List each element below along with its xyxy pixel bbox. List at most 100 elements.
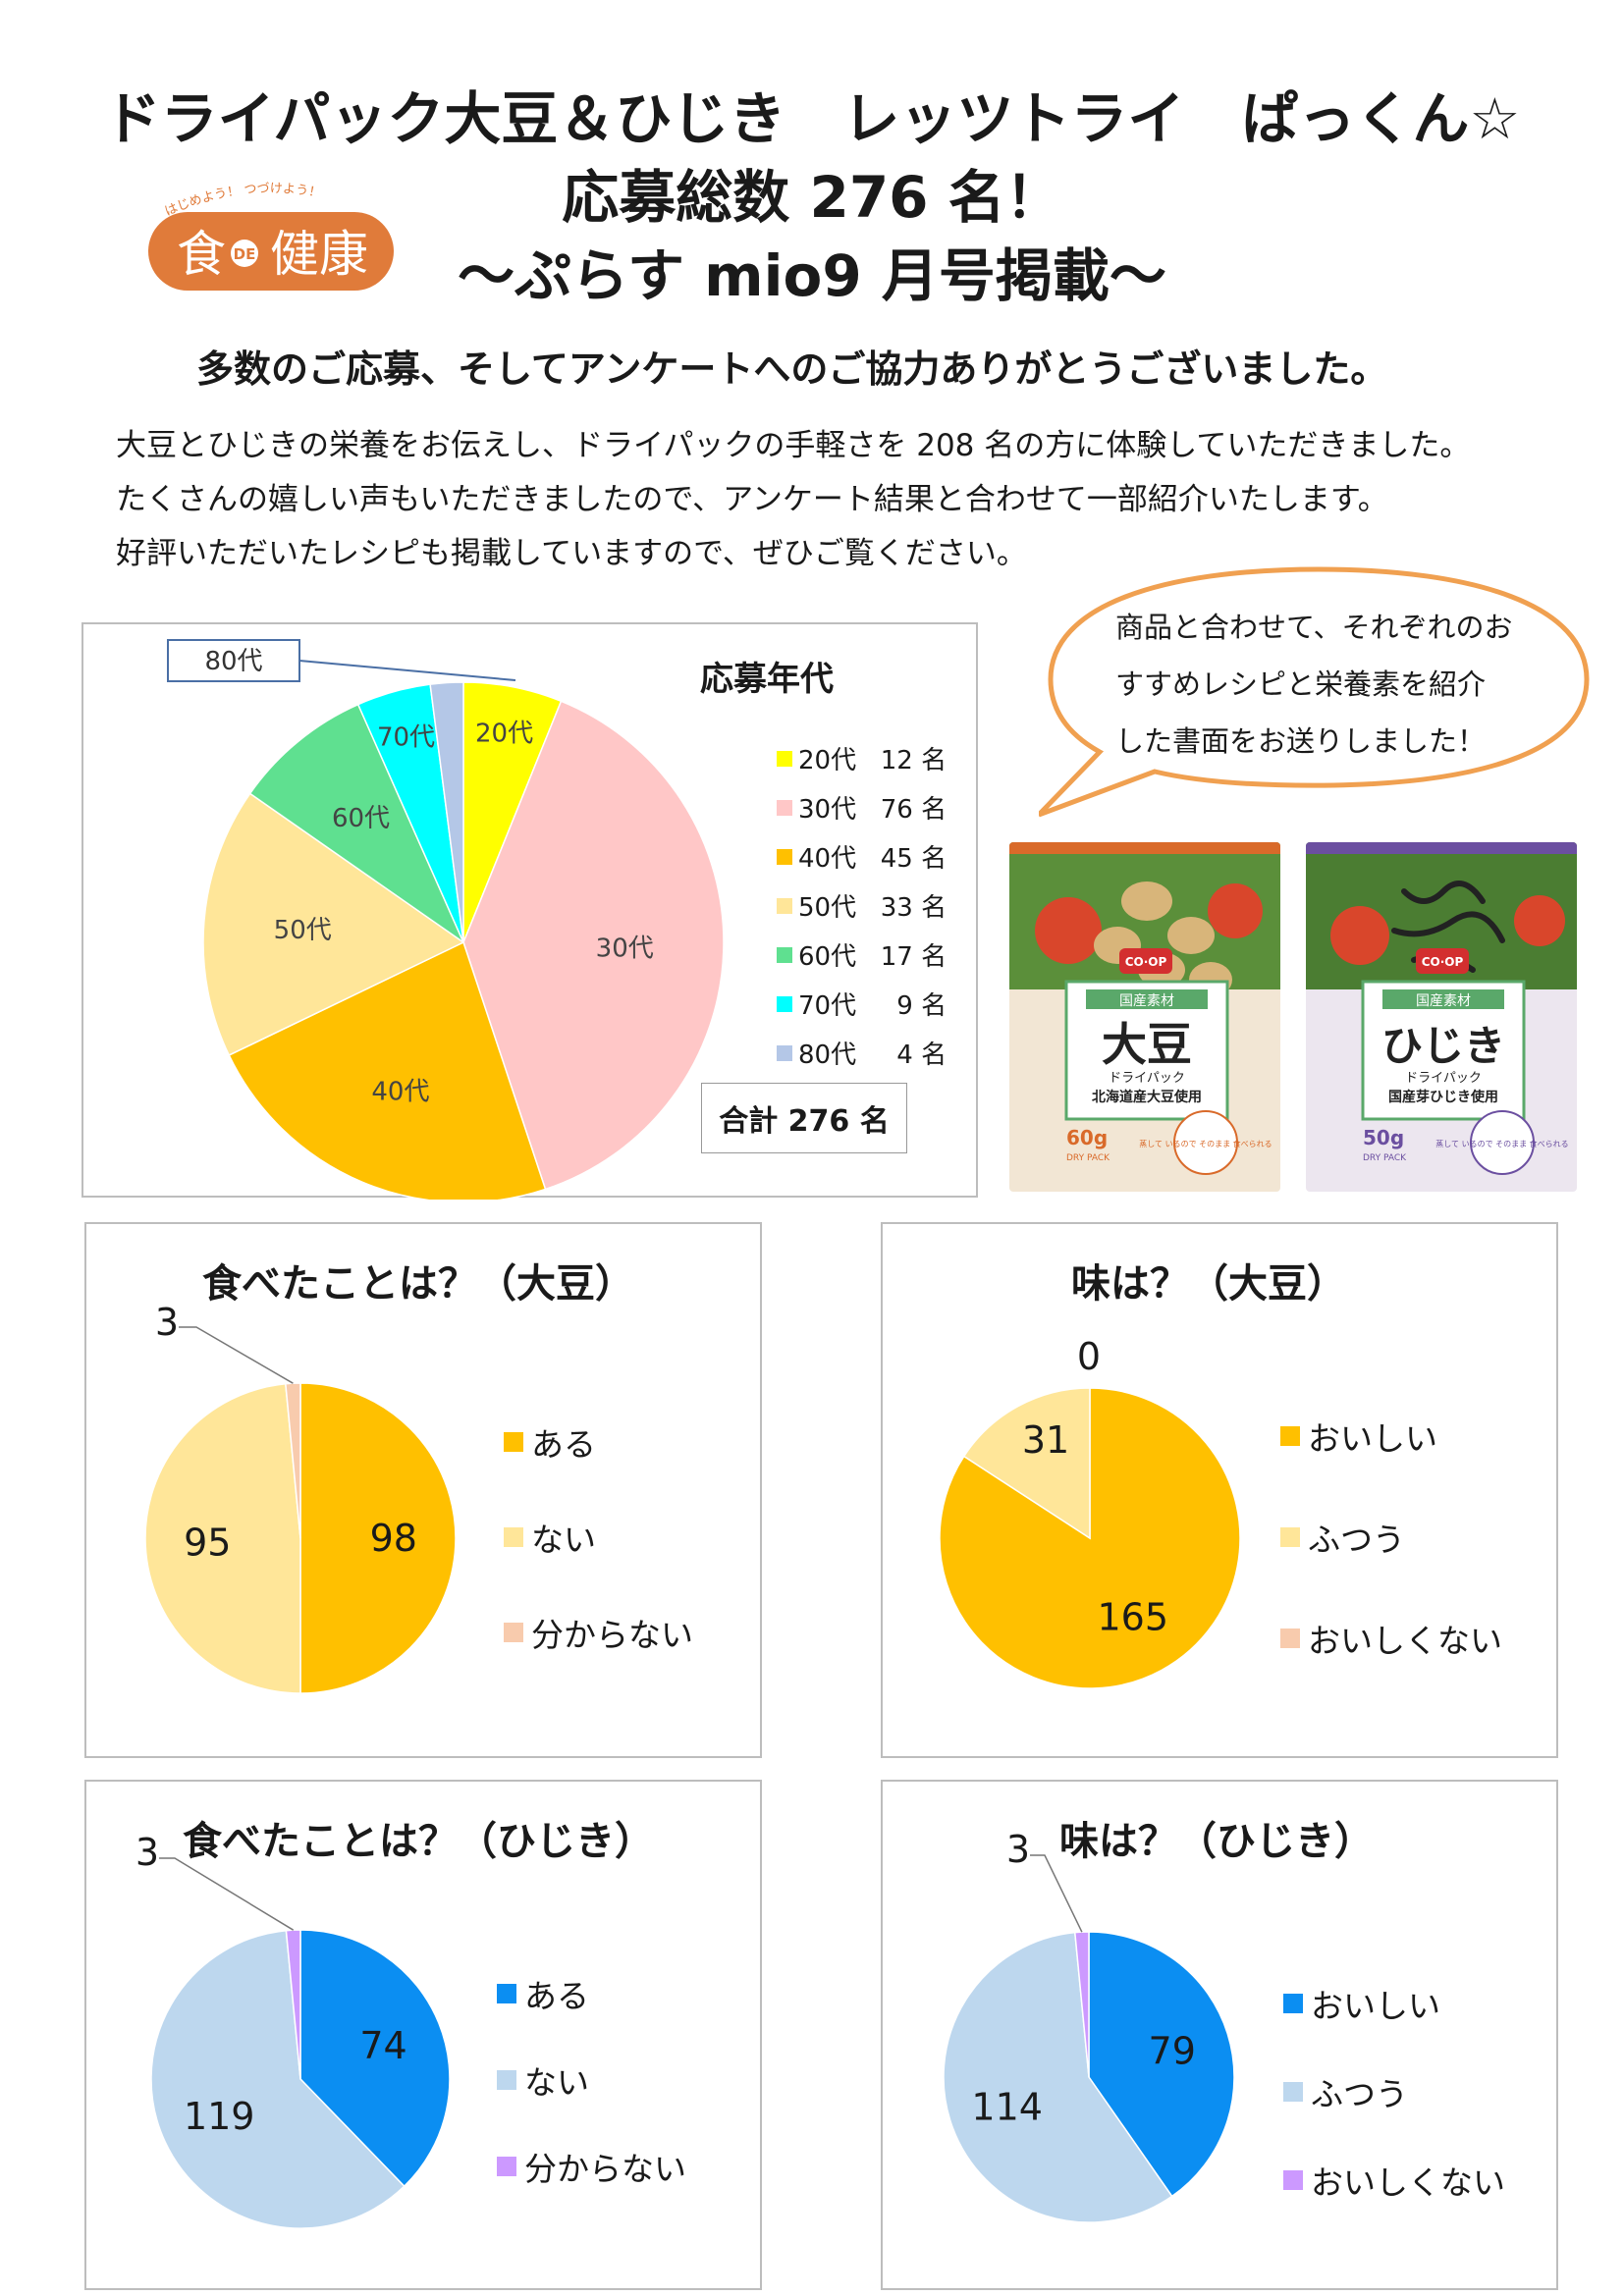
daizu-taste-panel: 味は？（大豆） 165 31 0 おいしいふつうおいしくない xyxy=(881,1222,1558,1758)
pie-leader-line xyxy=(179,1326,294,1384)
pie-value-label: 74 xyxy=(359,2024,406,2067)
pie-value-label: 98 xyxy=(370,1517,417,1560)
pie-value-label: 3 xyxy=(155,1301,179,1344)
daizu-taste-title: 味は？（大豆） xyxy=(1071,1261,1346,1307)
bubble-outline xyxy=(1037,566,1590,818)
pie-value-label: 3 xyxy=(135,1831,159,1874)
age-legend-label: 80代 xyxy=(798,1041,857,1070)
svg-text:CO·OP: CO·OP xyxy=(1125,955,1167,969)
legend-swatch xyxy=(1283,2170,1303,2190)
age-legend-label: 20代 xyxy=(798,746,857,775)
pie-slice-ない xyxy=(150,1929,406,2229)
legend-swatch xyxy=(504,1527,523,1547)
age-callout-box xyxy=(167,639,300,682)
svg-text:DRY PACK: DRY PACK xyxy=(1066,1153,1110,1163)
age-legend-item: 60代 17 名 xyxy=(777,936,947,973)
legend-item: 分からない xyxy=(504,1609,693,1656)
legend-swatch xyxy=(777,799,792,816)
legend-item: ある xyxy=(497,1970,589,2017)
age-legend-item: 80代 4 名 xyxy=(777,1035,947,1071)
shoku-de-kenko-logo: はじめよう！ つづけよう！ 食 DE 健康 xyxy=(142,177,400,294)
age-legend-item: 40代 45 名 xyxy=(777,838,947,875)
age-total-box: 合計 276 名 xyxy=(701,1083,907,1153)
svg-text:国産素材: 国産素材 xyxy=(1119,993,1174,1009)
age-slice-label-60代: 60代 xyxy=(332,804,390,833)
age-pie-chart: 20代 30代 40代 50代 60代 70代 80代 xyxy=(167,639,725,1200)
age-slice-label-20代: 20代 xyxy=(475,720,533,749)
legend-swatch xyxy=(497,2070,516,2090)
svg-text:60g: 60g xyxy=(1066,1126,1108,1149)
hijiki-eaten-pie: 74 119 3 xyxy=(135,1831,451,2229)
svg-text:ドライパック: ドライパック xyxy=(1405,1071,1482,1086)
legend-item: おいしくない xyxy=(1280,1615,1502,1662)
svg-text:DE: DE xyxy=(234,245,256,263)
pie-leader-line xyxy=(159,1857,295,1931)
legend-item: おいしい xyxy=(1280,1413,1437,1460)
speech-bubble: 商品と合わせて、それぞれのお すすめレシピと栄養素を紹介 した書面をお送りしまし… xyxy=(1037,561,1598,819)
hijiki-eaten-panel: 食べたことは？（ひじき） 74 119 3 ある ない 分からない xyxy=(84,1780,762,2290)
age-legend-count: 12 名 xyxy=(880,746,947,775)
legend-item: ない xyxy=(504,1514,596,1561)
svg-text:大豆: 大豆 xyxy=(1102,1018,1192,1071)
age-legend-item: 50代 33 名 xyxy=(777,887,947,924)
legend-item: ふつう xyxy=(1280,1514,1405,1561)
legend-item: ある xyxy=(504,1418,596,1466)
hijiki-taste-panel: 味は？（ひじき） 79 114 3 おいしい ふつう おいしくない xyxy=(881,1780,1558,2290)
legend-label: 分からない xyxy=(531,1616,693,1654)
legend-swatch xyxy=(504,1432,523,1452)
pie-slice-ふつう xyxy=(943,1931,1173,2223)
legend-item: 分からない xyxy=(497,2143,686,2190)
svg-text:国産素材: 国産素材 xyxy=(1416,993,1471,1009)
age-slice-label-30代: 30代 xyxy=(596,934,654,963)
svg-text:健康: 健康 xyxy=(270,226,368,283)
legend-swatch xyxy=(1280,1629,1300,1648)
product-hijiki-image: CO·OP 国産素材 ひじき ドライパック 国産芽ひじき使用 50g DRY P… xyxy=(1306,842,1577,1192)
pie-slice-ある xyxy=(299,1929,451,2188)
pie-slice-おいしくない xyxy=(1073,1931,1090,2078)
page-subtitle-issue: ～ぷらす mio9 月号掲載～ xyxy=(458,242,1166,309)
svg-text:CO·OP: CO·OP xyxy=(1422,955,1464,969)
age-legend-count: 4 名 xyxy=(896,1041,947,1070)
legend-swatch xyxy=(777,946,792,963)
svg-text:北海道産大豆使用: 北海道産大豆使用 xyxy=(1092,1089,1202,1105)
daizu-taste-pie: 165 310 xyxy=(939,1335,1241,1689)
legend-label: おいしい xyxy=(1311,1987,1440,2025)
pie-value-label: 0 xyxy=(1077,1335,1101,1378)
age-chart-panel: 20代 30代 40代 50代 60代 70代 80代 応募年代 20代 12 名 30代 76… xyxy=(81,622,978,1200)
legend-label: おいしくない xyxy=(1308,1622,1502,1660)
page-subtitle-total: 応募総数 276 名！ xyxy=(562,164,1062,231)
daizu-eaten-title: 食べたことは？（大豆） xyxy=(202,1261,634,1307)
product-daizu-image: CO·OP 国産素材 大豆 ドライパック 北海道産大豆使用 60g DRY PA… xyxy=(1009,842,1280,1192)
legend-label: おいしくない xyxy=(1311,2163,1505,2202)
legend-swatch xyxy=(497,2157,516,2176)
legend-swatch xyxy=(777,1044,792,1061)
age-slice-label-70代: 70代 xyxy=(377,723,435,753)
age-legend-item: 30代 76 名 xyxy=(777,789,947,826)
legend-label: ない xyxy=(524,2063,589,2102)
legend-item: ふつう xyxy=(1283,2068,1408,2115)
svg-text:ドライパック: ドライパック xyxy=(1109,1071,1185,1086)
intro-line-2: たくさんの嬉しい声もいただきましたので、アンケート結果と合わせて一部紹介いたしま… xyxy=(116,482,1388,517)
age-legend-item: 20代 12 名 xyxy=(777,740,947,776)
pie-slice-ある xyxy=(299,1382,457,1694)
pie-value-label: 31 xyxy=(1022,1418,1069,1462)
legend-swatch xyxy=(777,750,792,767)
svg-text:国産芽ひじき使用: 国産芽ひじき使用 xyxy=(1388,1089,1498,1105)
pie-value-label: 165 xyxy=(1097,1596,1168,1639)
pie-leader-line xyxy=(1030,1854,1083,1933)
svg-text:50g: 50g xyxy=(1363,1126,1404,1149)
legend-swatch xyxy=(1283,2082,1303,2102)
pie-value-label: 3 xyxy=(1006,1828,1030,1871)
legend-swatch xyxy=(777,897,792,914)
intro-line-1: 大豆とひじきの栄養をお伝えし、ドライパックの手軽さを 208 名の方に体験してい… xyxy=(116,428,1471,463)
legend-label: 分からない xyxy=(524,2150,686,2188)
legend-item: おいしくない xyxy=(1283,2157,1505,2204)
age-callout-line xyxy=(298,660,516,681)
age-slice-label-50代: 50代 xyxy=(274,916,332,945)
pie-slice-ふつう xyxy=(962,1387,1091,1540)
age-legend-count: 76 名 xyxy=(880,795,947,825)
age-legend-label: 40代 xyxy=(798,844,857,874)
thanks-heading: 多数のご応募、そしてアンケートへのご協力ありがとうございました。 xyxy=(196,347,1388,391)
pie-slice-おいしい xyxy=(1088,1931,1235,2198)
age-slice-label-40代: 40代 xyxy=(371,1077,429,1106)
